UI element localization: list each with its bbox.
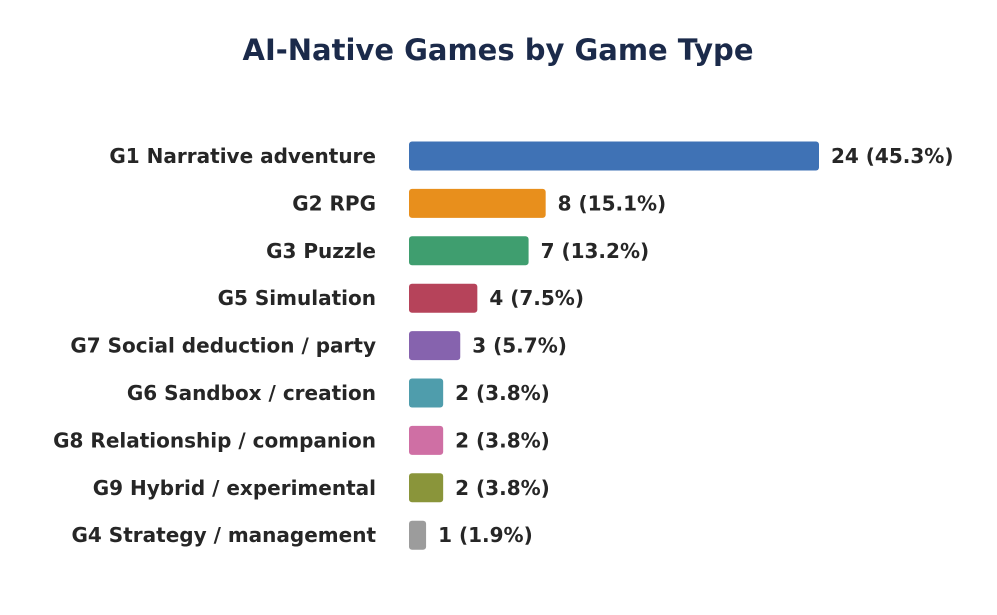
value-label-g7-social-deduction-party: 3 (5.7%)	[472, 334, 567, 358]
value-label-g3-puzzle: 7 (13.2%)	[541, 239, 650, 263]
category-label-g9-hybrid-experimental: G9 Hybrid / experimental	[93, 476, 376, 500]
bar-g4-strategy-management	[409, 520, 427, 550]
bar-g1-narrative-adventure	[409, 141, 819, 171]
value-labels: 24 (45.3%) 8 (15.1%) 7 (13.2%) 4 (7.5%) 3 (5…	[438, 144, 953, 547]
value-label-g1-narrative-adventure: 24 (45.3%)	[831, 144, 953, 168]
category-label-g2-rpg: G2 RPG	[292, 191, 376, 215]
bars	[409, 141, 819, 550]
bar-g9-hybrid-experimental	[409, 473, 444, 503]
category-label-g1-narrative-adventure: G1 Narrative adventure	[109, 144, 376, 168]
value-label-g9-hybrid-experimental: 2 (3.8%)	[455, 476, 550, 500]
value-label-g2-rpg: 8 (15.1%)	[558, 191, 667, 215]
category-label-g3-puzzle: G3 Puzzle	[266, 239, 376, 263]
value-label-g5-simulation: 4 (7.5%)	[489, 286, 584, 310]
bar-g3-puzzle	[409, 236, 529, 266]
bar-g8-relationship-companion	[409, 425, 444, 455]
category-label-g7-social-deduction-party: G7 Social deduction / party	[70, 334, 376, 358]
category-label-g6-sandbox-creation: G6 Sandbox / creation	[127, 381, 376, 405]
category-label-g5-simulation: G5 Simulation	[218, 286, 376, 310]
value-label-g8-relationship-companion: 2 (3.8%)	[455, 428, 550, 452]
chart-title: AI-Native Games by Game Type	[243, 33, 754, 67]
bar-g2-rpg	[409, 188, 546, 218]
value-label-g4-strategy-management: 1 (1.9%)	[438, 523, 533, 547]
category-labels: G1 Narrative adventure G2 RPG G3 Puzzle G5 …	[53, 144, 376, 547]
bar-g6-sandbox-creation	[409, 378, 444, 408]
value-label-g6-sandbox-creation: 2 (3.8%)	[455, 381, 550, 405]
bar-g5-simulation	[409, 283, 478, 313]
bar-g7-social-deduction-party	[409, 331, 461, 361]
category-label-g4-strategy-management: G4 Strategy / management	[72, 523, 377, 547]
category-label-g8-relationship-companion: G8 Relationship / companion	[53, 428, 376, 452]
